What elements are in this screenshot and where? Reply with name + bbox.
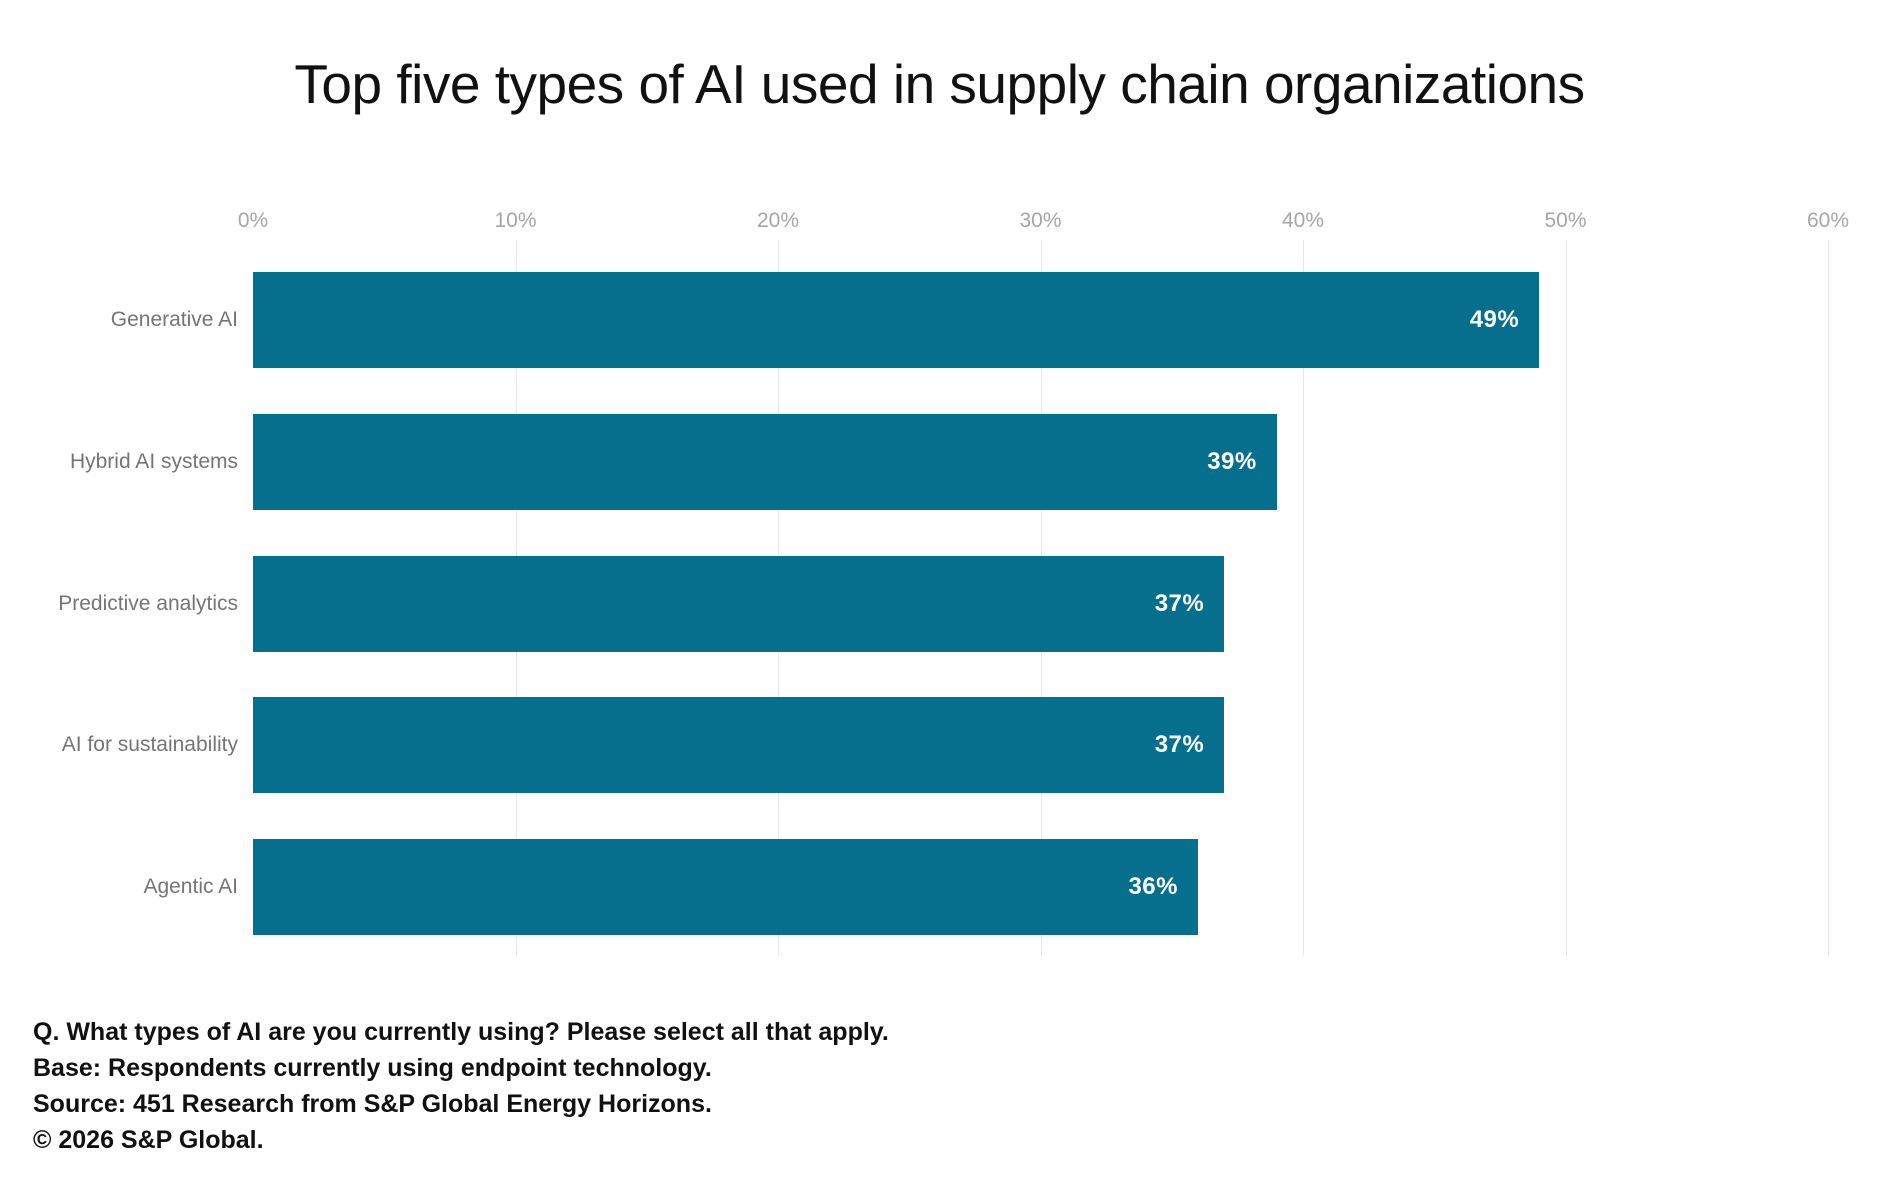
bar-agentic-ai: 36% — [253, 839, 1198, 936]
x-axis-tick-label: 0% — [237, 209, 269, 232]
footnotes: Q. What types of AI are you currently us… — [33, 1014, 889, 1158]
category-label-predictive-analytics: Predictive analytics — [58, 591, 238, 615]
category-label-hybrid-ai-systems: Hybrid AI systems — [69, 449, 238, 473]
bar-value-label: 49% — [1469, 305, 1520, 333]
bar-ai-for-sustainability: 37% — [253, 697, 1225, 794]
bar-hybrid-ai-systems: 39% — [253, 413, 1277, 510]
x-axis-tick-label: 30% — [1019, 209, 1062, 232]
gridline-40 — [1303, 240, 1304, 956]
bar-value-label: 37% — [1154, 589, 1205, 617]
bar-predictive-analytics: 37% — [253, 555, 1225, 652]
bar-value-label: 37% — [1154, 731, 1205, 759]
bar-value-label: 36% — [1128, 873, 1178, 901]
footnote-question: Q. What types of AI are you currently us… — [33, 1018, 889, 1046]
bar-generative-ai: 49% — [253, 271, 1540, 368]
footnote-base: Base: Respondents currently using endpoi… — [33, 1054, 712, 1082]
chart-title: Top five types of AI used in supply chai… — [294, 53, 1585, 115]
gridline-50 — [1565, 240, 1567, 956]
x-axis-tick-label: 40% — [1281, 209, 1325, 232]
category-label-ai-for-sustainability: AI for sustainability — [61, 733, 238, 757]
bar-value-label: 39% — [1207, 447, 1257, 475]
footnote-source: Source: 451 Research from S&P Global Ene… — [33, 1090, 712, 1118]
x-axis-tick-label: 20% — [756, 209, 800, 232]
x-axis-tick-label: 60% — [1806, 209, 1850, 232]
gridline-60 — [1828, 240, 1829, 956]
category-label-agentic-ai: Agentic AI — [143, 875, 238, 899]
x-axis-tick-label: 50% — [1544, 209, 1587, 232]
x-axis-tick-label: 10% — [494, 209, 537, 232]
footnote-copyright: © 2026 S&P Global. — [33, 1126, 264, 1154]
category-label-generative-ai: Generative AI — [110, 307, 238, 331]
